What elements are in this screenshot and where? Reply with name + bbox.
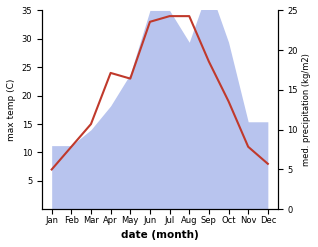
Y-axis label: med. precipitation (kg/m2): med. precipitation (kg/m2) — [302, 53, 311, 166]
X-axis label: date (month): date (month) — [121, 230, 199, 240]
Y-axis label: max temp (C): max temp (C) — [7, 79, 16, 141]
